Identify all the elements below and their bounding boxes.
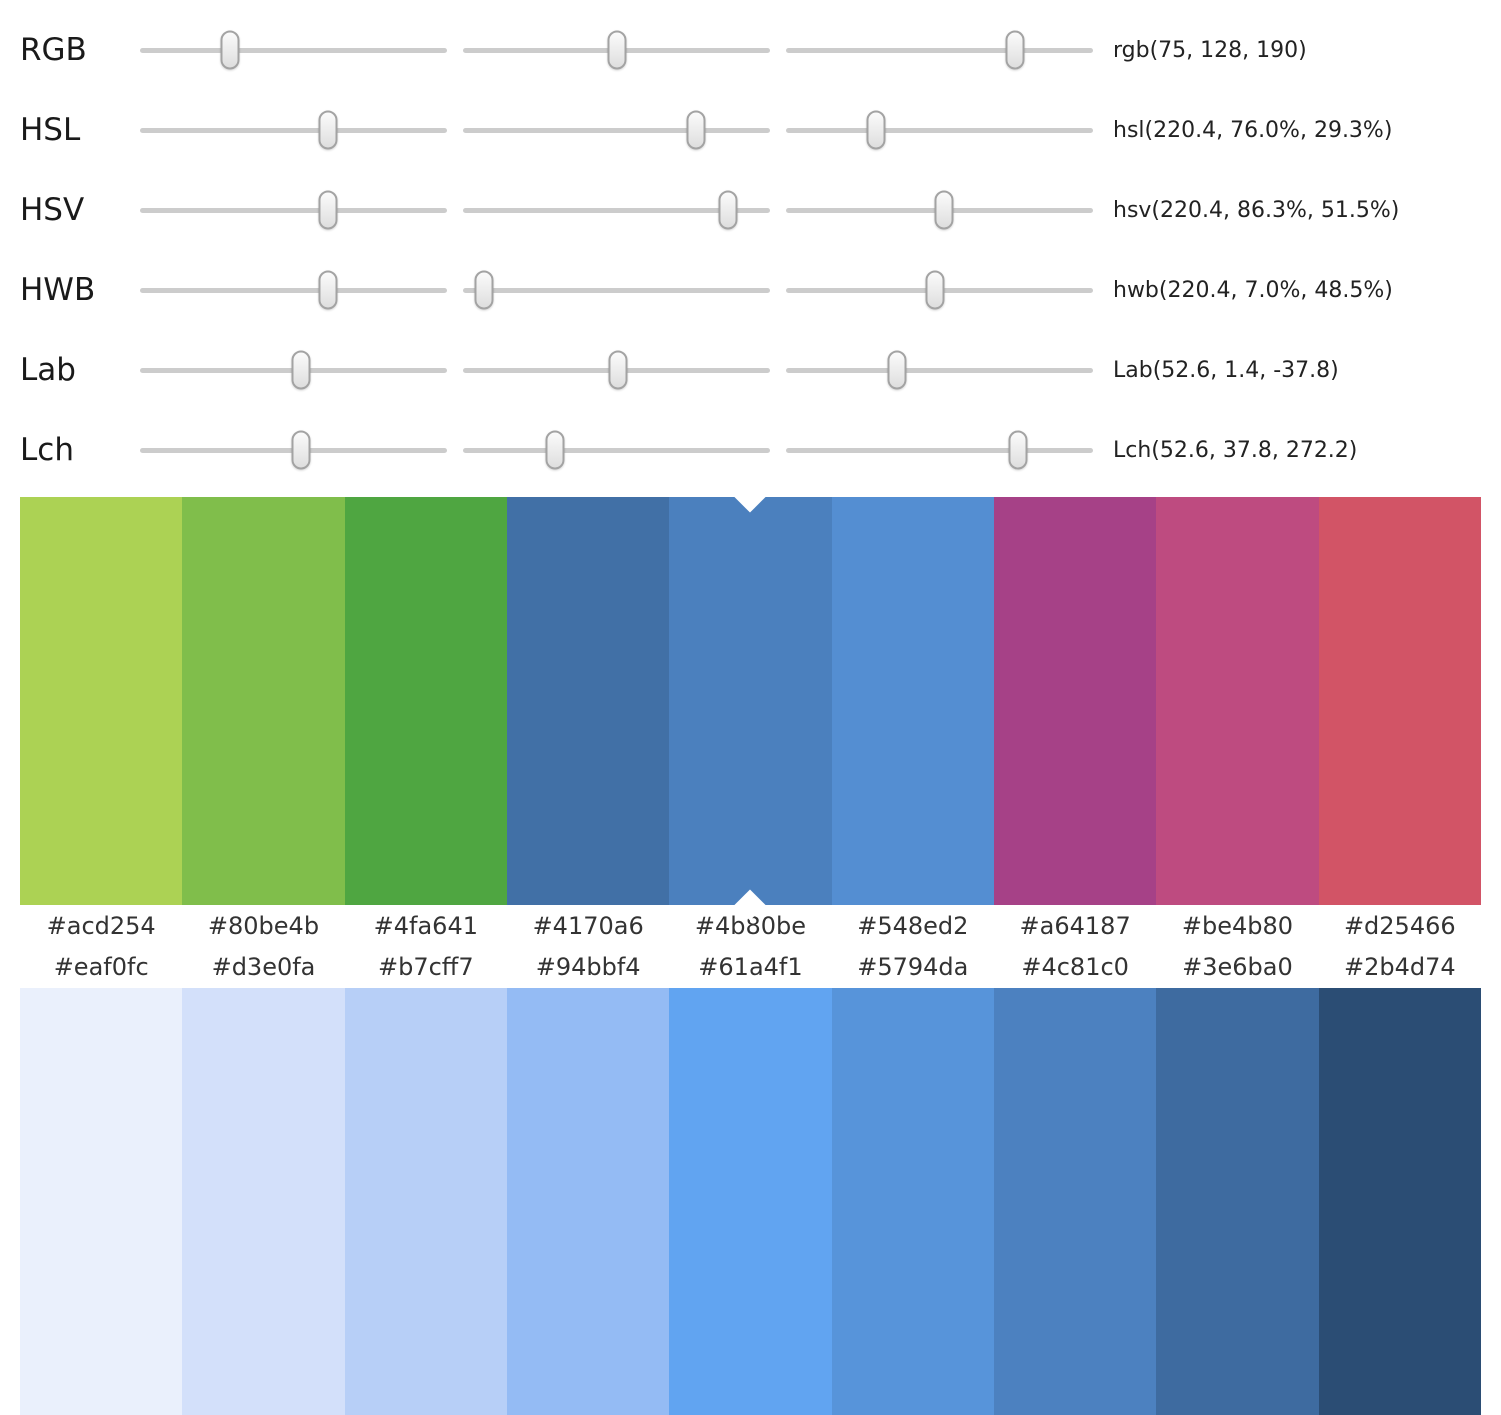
- colorspace-row-rgb: RGB rgb(75, 128, 190): [20, 10, 1481, 90]
- color-value-text: hwb(220.4, 7.0%, 48.5%): [1113, 277, 1393, 303]
- slider-track[interactable]: [140, 30, 447, 70]
- swatch-hex-label: #80be4b: [207, 911, 320, 940]
- swatch[interactable]: [1156, 497, 1319, 905]
- color-value-text: rgb(75, 128, 190): [1113, 37, 1307, 63]
- swatch-hex-label: #61a4f1: [698, 953, 803, 981]
- slider-track[interactable]: [786, 190, 1093, 230]
- colorspace-row-hsl: HSL hsl(220.4, 76.0%, 29.3%): [20, 90, 1481, 170]
- slider-thumb[interactable]: [474, 270, 494, 310]
- slider-thumb[interactable]: [220, 30, 240, 70]
- slider-track[interactable]: [463, 350, 770, 390]
- slider-track[interactable]: [786, 270, 1093, 310]
- slider-track[interactable]: [140, 190, 447, 230]
- swatch[interactable]: [993, 497, 1157, 905]
- slider-thumb[interactable]: [934, 190, 954, 230]
- swatch-hex-label: #d25466: [1343, 911, 1456, 940]
- colorspace-label: RGB: [20, 32, 87, 68]
- colorspace-label: HWB: [20, 272, 96, 308]
- colorspace-label: HSV: [20, 192, 85, 228]
- slider-track[interactable]: [786, 350, 1093, 390]
- swatch[interactable]: [1156, 988, 1319, 1415]
- swatch[interactable]: [669, 988, 832, 1415]
- swatch-hex-label: #b7cff7: [378, 953, 474, 981]
- colorspace-sliders: RGB rgb(75, 128, 190) HSL hsl(220.4, 76.…: [0, 0, 1501, 490]
- slider-track[interactable]: [463, 430, 770, 470]
- color-value-text: Lch(52.6, 37.8, 272.2): [1113, 437, 1358, 463]
- slider-track[interactable]: [786, 110, 1093, 150]
- slider-thumb[interactable]: [291, 350, 311, 390]
- swatch-hex-label: #4170a6: [532, 911, 644, 940]
- slider-thumb[interactable]: [887, 350, 907, 390]
- colorspace-row-hwb: HWB hwb(220.4, 7.0%, 48.5%): [20, 250, 1481, 330]
- swatch[interactable]: [1318, 497, 1481, 905]
- slider-thumb[interactable]: [318, 110, 338, 150]
- swatch[interactable]: [182, 497, 345, 905]
- slider-thumb[interactable]: [1008, 430, 1028, 470]
- color-value-text: hsl(220.4, 76.0%, 29.3%): [1113, 117, 1393, 143]
- slider-thumb[interactable]: [608, 350, 628, 390]
- swatch[interactable]: [506, 988, 670, 1415]
- swatch[interactable]: [20, 497, 183, 905]
- color-value-text: hsv(220.4, 86.3%, 51.5%): [1113, 197, 1400, 223]
- slider-thumb[interactable]: [686, 110, 706, 150]
- slider-thumb[interactable]: [607, 30, 627, 70]
- slider-thumb[interactable]: [866, 110, 886, 150]
- swatch[interactable]: [506, 497, 670, 905]
- slider-track[interactable]: [786, 430, 1093, 470]
- swatch-hex-label: #4fa641: [373, 911, 478, 940]
- color-value-text: Lab(52.6, 1.4, -37.8): [1113, 357, 1339, 383]
- slider-thumb[interactable]: [291, 430, 311, 470]
- colorspace-row-hsv: HSV hsv(220.4, 86.3%, 51.5%): [20, 170, 1481, 250]
- swatch[interactable]: [831, 497, 994, 905]
- swatch[interactable]: [182, 988, 345, 1415]
- hue-palette: [20, 481, 1481, 921]
- slider-thumb[interactable]: [925, 270, 945, 310]
- swatch-hex-label: #5794da: [857, 953, 969, 981]
- swatch[interactable]: [831, 988, 994, 1415]
- slider-track[interactable]: [140, 110, 447, 150]
- colorspace-row-lch: Lch Lch(52.6, 37.8, 272.2): [20, 410, 1481, 490]
- swatch-hex-label: #acd254: [46, 911, 156, 940]
- slider-track[interactable]: [140, 350, 447, 390]
- swatch-hex-label: #be4b80: [1181, 911, 1294, 940]
- slider-track[interactable]: [463, 110, 770, 150]
- swatch[interactable]: [993, 988, 1157, 1415]
- hue-hex-labels: #acd254 #80be4b #4fa641 #4170a6 #4b80be …: [20, 905, 1481, 946]
- colorspace-label: Lch: [20, 432, 74, 468]
- colorspace-label: HSL: [20, 112, 81, 148]
- swatch-hex-label: #4b80be: [694, 911, 807, 940]
- swatch-hex-label: #3e6ba0: [1182, 953, 1293, 981]
- swatch-hex-label: #eaf0fc: [53, 953, 149, 981]
- swatch[interactable]: [344, 497, 507, 905]
- slider-track[interactable]: [140, 270, 447, 310]
- slider-track[interactable]: [140, 430, 447, 470]
- slider-track[interactable]: [463, 190, 770, 230]
- slider-track[interactable]: [786, 30, 1093, 70]
- slider-track[interactable]: [463, 270, 770, 310]
- slider-thumb[interactable]: [545, 430, 565, 470]
- swatch-hex-label: #94bbf4: [535, 953, 641, 981]
- shade-palette: [20, 988, 1481, 1415]
- slider-thumb[interactable]: [718, 190, 738, 230]
- swatch[interactable]: [1318, 988, 1481, 1415]
- swatch-hex-label: #d3e0fa: [211, 953, 316, 981]
- swatch[interactable]: [344, 988, 507, 1415]
- colorspace-label: Lab: [20, 352, 76, 388]
- swatch-hex-label: #548ed2: [857, 911, 969, 940]
- swatch[interactable]: [20, 988, 183, 1415]
- swatch-hex-label: #2b4d74: [1343, 953, 1456, 981]
- slider-track[interactable]: [463, 30, 770, 70]
- swatch-hex-label: #4c81c0: [1021, 953, 1129, 981]
- slider-thumb[interactable]: [318, 270, 338, 310]
- swatch-selected[interactable]: [669, 481, 832, 921]
- colorspace-row-lab: Lab Lab(52.6, 1.4, -37.8): [20, 330, 1481, 410]
- swatch-hex-label: #a64187: [1019, 911, 1131, 940]
- slider-thumb[interactable]: [318, 190, 338, 230]
- slider-thumb[interactable]: [1005, 30, 1025, 70]
- shade-hex-labels: #eaf0fc #d3e0fa #b7cff7 #94bbf4 #61a4f1 …: [20, 946, 1481, 988]
